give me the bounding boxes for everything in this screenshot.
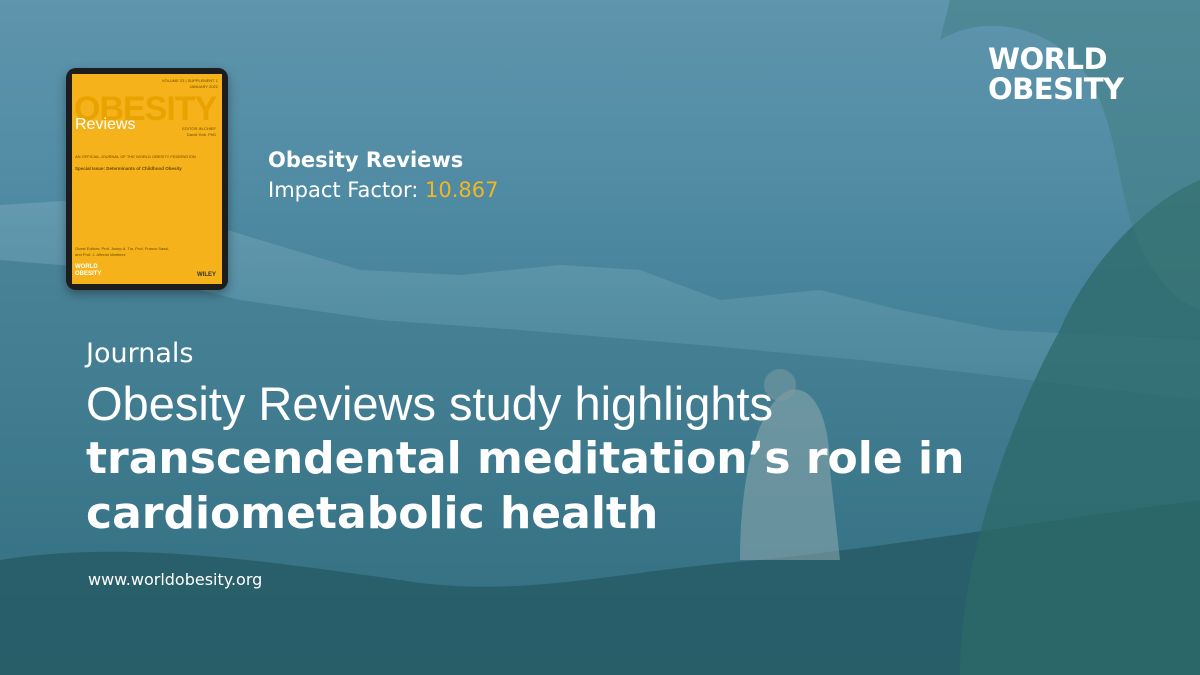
cover-guest-editors: Guest Editors: Prof. Josep A. Tur, Prof.… [75,246,170,257]
category: Journals [86,338,194,369]
impact-factor: Impact Factor: 10.867 [268,178,498,202]
cover-special-issue: Special Issue: Determinants of Childhood… [75,166,182,171]
journal-cover-tablet: VOLUME 23 | SUPPLEMENT 1 JANUARY 2022 OBE… [66,68,228,290]
cover-logo-line: WORLD [75,264,98,270]
headline-light: Obesity Reviews study highlights [86,377,774,430]
cover-editor-name: David York, PhD [186,132,216,137]
cover-editor: EDITOR-IN-CHIEF David York, PhD [182,126,216,138]
cover-meta: VOLUME 23 | SUPPLEMENT 1 JANUARY 2022 [162,78,218,90]
cover-volume: VOLUME 23 | SUPPLEMENT 1 [161,78,218,83]
cover-logo: WORLD OBESITY [75,264,101,278]
website-url: www.worldobesity.org [88,570,263,589]
logo: WORLD OBESITY [988,44,1124,104]
impact-label: Impact Factor: [268,178,419,202]
cover-editor-label: EDITOR-IN-CHIEF [182,126,216,131]
cover-subtitle: Reviews [75,116,136,133]
impact-value: 10.867 [424,178,499,202]
journal-cover: VOLUME 23 | SUPPLEMENT 1 JANUARY 2022 OBE… [72,74,222,284]
headline-bold: cardiometabolic health [86,488,659,539]
headline-bold: transcendental meditation’s role in [86,433,965,484]
cover-date: JANUARY 2022 [189,84,218,89]
journal-name: Obesity Reviews [268,148,464,172]
cover-logo-line: OBESITY [75,271,102,277]
cover-official: AN OFFICIAL JOURNAL OF THE WORLD OBESITY… [75,154,196,159]
logo-line: WORLD [988,42,1108,76]
headline: Obesity Reviews study highlights transce… [86,376,964,541]
cover-publisher: WILEY [197,272,216,278]
logo-line: OBESITY [988,72,1124,106]
cover-title: OBESITY [74,90,217,128]
